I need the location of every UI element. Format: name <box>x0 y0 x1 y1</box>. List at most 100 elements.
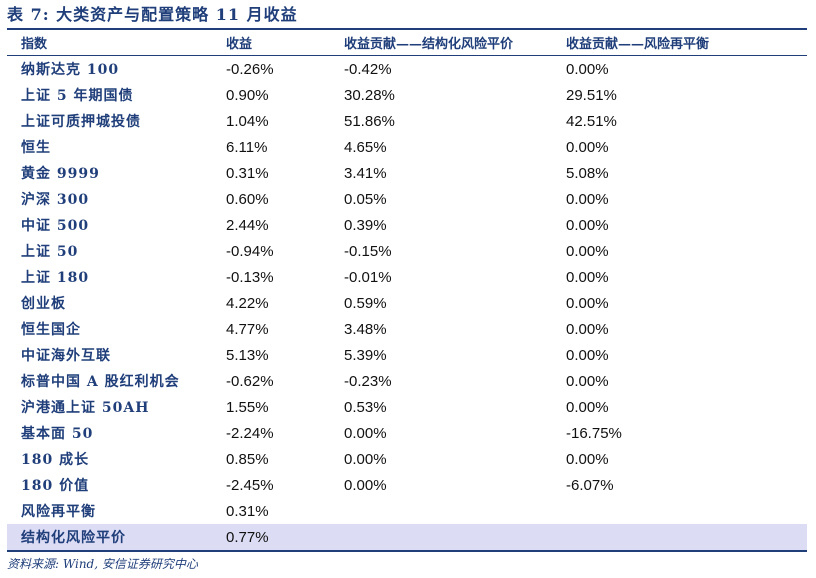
contrib-structured-value: 0.39% <box>344 216 387 234</box>
contrib-structured-value: 51.86% <box>344 112 395 130</box>
contrib-rebalance-value: 0.00% <box>566 138 609 156</box>
return-value: 0.31% <box>226 164 269 182</box>
contrib-structured-value: 0.00% <box>344 424 387 442</box>
contrib-rebalance-value: 0.00% <box>566 450 609 468</box>
index-name: 标普中国 A 股红利机会 <box>21 374 180 390</box>
contrib-structured-value: -0.01% <box>344 268 392 286</box>
contrib-structured-value: -0.15% <box>344 242 392 260</box>
table-row: 创业板 4.22% 0.59% 0.00% <box>7 290 807 316</box>
index-name: 基本面 50 <box>21 426 94 442</box>
contrib-structured-value <box>330 524 552 552</box>
header-contrib-structured-risk-parity: 收益贡献——结构化风险平价 <box>330 30 552 56</box>
contrib-structured-value: 0.53% <box>344 398 387 416</box>
index-name: 沪港通上证 50AH <box>21 400 150 416</box>
index-name: 上证 50 <box>21 244 79 260</box>
contrib-rebalance-value: 42.51% <box>566 112 617 130</box>
return-value: 5.13% <box>226 346 269 364</box>
index-name: 恒生 <box>21 140 51 156</box>
return-value: -0.13% <box>226 268 274 286</box>
table-row: 基本面 50 -2.24% 0.00% -16.75% <box>7 420 807 446</box>
index-name: 180 价值 <box>21 478 90 494</box>
contrib-rebalance-value: -6.07% <box>566 476 614 494</box>
table-row: 180 价值 -2.45% 0.00% -6.07% <box>7 472 807 498</box>
contrib-rebalance-value: 0.00% <box>566 294 609 312</box>
index-name: 创业板 <box>21 296 66 312</box>
return-value: 4.22% <box>226 294 269 312</box>
return-value: -2.45% <box>226 476 274 494</box>
contrib-structured-value: 3.48% <box>344 320 387 338</box>
index-name: 风险再平衡 <box>21 504 96 520</box>
index-name: 黄金 9999 <box>21 166 100 182</box>
contrib-structured-value <box>330 498 552 524</box>
return-value: 2.44% <box>226 216 269 234</box>
contrib-rebalance-value: -16.75% <box>566 424 622 442</box>
table-row: 上证可质押城投债 1.04% 51.86% 42.51% <box>7 108 807 134</box>
source-note: 资料来源: Wind, 安信证券研究中心 <box>7 557 198 571</box>
contrib-rebalance-value <box>552 498 807 524</box>
contrib-structured-value: 4.65% <box>344 138 387 156</box>
index-name: 180 成长 <box>21 452 90 468</box>
contrib-rebalance-value: 0.00% <box>566 372 609 390</box>
index-name: 上证 5 年期国债 <box>21 88 134 104</box>
table-row: 上证 50 -0.94% -0.15% 0.00% <box>7 238 807 264</box>
return-value: -0.94% <box>226 242 274 260</box>
index-name: 恒生国企 <box>21 322 81 338</box>
return-value: 0.77% <box>212 524 330 552</box>
table-row: 恒生 6.11% 4.65% 0.00% <box>7 134 807 160</box>
table-row: 180 成长 0.85% 0.00% 0.00% <box>7 446 807 472</box>
contrib-rebalance-value: 0.00% <box>566 268 609 286</box>
return-value: 1.04% <box>226 112 269 130</box>
table-row: 上证 5 年期国债 0.90% 30.28% 29.51% <box>7 82 807 108</box>
return-value: -0.62% <box>226 372 274 390</box>
return-value: 0.90% <box>226 86 269 104</box>
table-row: 纳斯达克 100 -0.26% -0.42% 0.00% <box>7 56 807 83</box>
return-value: 0.31% <box>226 502 269 520</box>
contrib-structured-value: 0.05% <box>344 190 387 208</box>
return-value: 1.55% <box>226 398 269 416</box>
table-row: 风险再平衡 0.31% <box>7 498 807 524</box>
contrib-structured-value: 3.41% <box>344 164 387 182</box>
table-row: 中证海外互联 5.13% 5.39% 0.00% <box>7 342 807 368</box>
contrib-structured-value: 0.59% <box>344 294 387 312</box>
contrib-structured-value: 5.39% <box>344 346 387 364</box>
contrib-rebalance-value: 5.08% <box>566 164 609 182</box>
contrib-rebalance-value: 0.00% <box>566 242 609 260</box>
index-name: 中证 500 <box>21 218 90 234</box>
contrib-structured-value: 0.00% <box>344 476 387 494</box>
table-row: 黄金 9999 0.31% 3.41% 5.08% <box>7 160 807 186</box>
contrib-structured-value: 0.00% <box>344 450 387 468</box>
return-value: -2.24% <box>226 424 274 442</box>
return-value: 4.77% <box>226 320 269 338</box>
header-index: 指数 <box>7 30 212 56</box>
index-name: 结构化风险平价 <box>7 524 212 552</box>
table-row: 上证 180 -0.13% -0.01% 0.00% <box>7 264 807 290</box>
index-name: 纳斯达克 100 <box>21 62 120 78</box>
return-value: 6.11% <box>226 138 268 156</box>
contrib-rebalance-value: 0.00% <box>566 190 609 208</box>
contrib-rebalance-value <box>552 524 807 552</box>
header-return: 收益 <box>212 30 330 56</box>
table-row: 沪深 300 0.60% 0.05% 0.00% <box>7 186 807 212</box>
contrib-rebalance-value: 0.00% <box>566 346 609 364</box>
index-name: 沪深 300 <box>21 192 90 208</box>
contrib-rebalance-value: 0.00% <box>566 320 609 338</box>
table-title: 表 7: 大类资产与配置策略 11 月收益 <box>7 5 298 24</box>
table-row: 结构化风险平价 0.77% <box>7 524 807 552</box>
contrib-rebalance-value: 0.00% <box>566 216 609 234</box>
table-row: 沪港通上证 50AH 1.55% 0.53% 0.00% <box>7 394 807 420</box>
contrib-structured-value: 30.28% <box>344 86 395 104</box>
contrib-structured-value: -0.42% <box>344 60 392 78</box>
table-header-row: 指数 收益 收益贡献——结构化风险平价 收益贡献——风险再平衡 <box>7 30 807 56</box>
contrib-rebalance-value: 0.00% <box>566 60 609 78</box>
table-row: 中证 500 2.44% 0.39% 0.00% <box>7 212 807 238</box>
table-row: 标普中国 A 股红利机会 -0.62% -0.23% 0.00% <box>7 368 807 394</box>
index-name: 上证 180 <box>21 270 90 286</box>
contrib-rebalance-value: 0.00% <box>566 398 609 416</box>
index-name: 上证可质押城投债 <box>21 114 141 130</box>
index-name: 中证海外互联 <box>21 348 111 364</box>
returns-table: 指数 收益 收益贡献——结构化风险平价 收益贡献——风险再平衡 纳斯达克 100… <box>7 30 807 552</box>
contrib-rebalance-value: 29.51% <box>566 86 617 104</box>
return-value: 0.60% <box>226 190 269 208</box>
table-body: 纳斯达克 100 -0.26% -0.42% 0.00% 上证 5 年期国债 0.90% 3… <box>7 56 807 552</box>
return-value: -0.26% <box>226 60 274 78</box>
